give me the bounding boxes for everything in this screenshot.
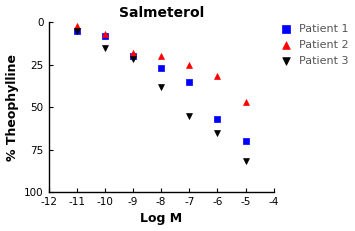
Patient 1	[130, 54, 136, 58]
Patient 2	[186, 63, 192, 67]
Patient 1	[243, 139, 248, 143]
Y-axis label: % Theophylline: % Theophylline	[6, 54, 18, 161]
Patient 3	[130, 58, 136, 61]
Patient 3	[74, 29, 80, 32]
Patient 3	[215, 131, 220, 134]
Patient 3	[158, 85, 164, 88]
X-axis label: Log M: Log M	[140, 213, 182, 225]
Patient 3	[186, 114, 192, 117]
Patient 1	[215, 117, 220, 121]
Title: Salmeterol: Salmeterol	[119, 6, 204, 20]
Patient 1	[186, 80, 192, 83]
Patient 1	[158, 66, 164, 70]
Patient 3	[243, 160, 248, 163]
Legend: Patient 1, Patient 2, Patient 3: Patient 1, Patient 2, Patient 3	[282, 24, 349, 66]
Patient 2	[215, 75, 220, 78]
Patient 1	[102, 34, 108, 38]
Patient 2	[243, 100, 248, 104]
Patient 1	[74, 29, 80, 32]
Patient 2	[102, 32, 108, 36]
Patient 2	[158, 54, 164, 58]
Patient 2	[74, 24, 80, 27]
Patient 3	[102, 46, 108, 49]
Patient 2	[130, 51, 136, 55]
